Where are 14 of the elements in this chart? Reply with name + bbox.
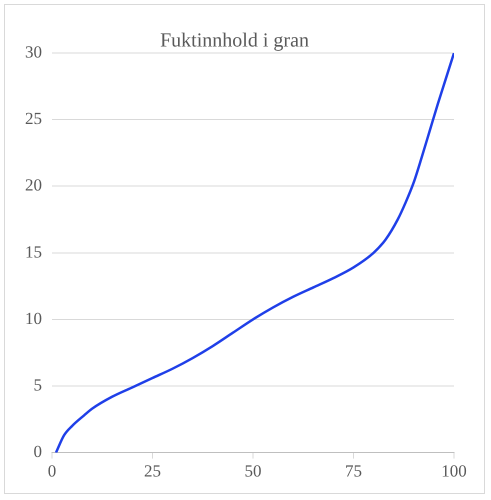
- y-tick-label: 5: [34, 375, 42, 394]
- x-tick-label: 75: [345, 461, 362, 480]
- x-tick-label: 25: [144, 461, 161, 480]
- y-tick-label: 10: [25, 308, 42, 328]
- chart-title: Fuktinnhold i gran: [160, 29, 309, 52]
- x-tick-label: 0: [48, 461, 56, 480]
- y-tick-label: 30: [25, 42, 42, 62]
- y-tick-label: 20: [25, 176, 42, 195]
- x-tick-label: 100: [441, 461, 467, 480]
- y-tick-label: 0: [34, 442, 42, 462]
- x-tick-label: 50: [244, 461, 262, 480]
- y-tick-label: 15: [25, 242, 42, 262]
- y-tick-label: 25: [25, 109, 42, 128]
- line-series: [54, 53, 454, 453]
